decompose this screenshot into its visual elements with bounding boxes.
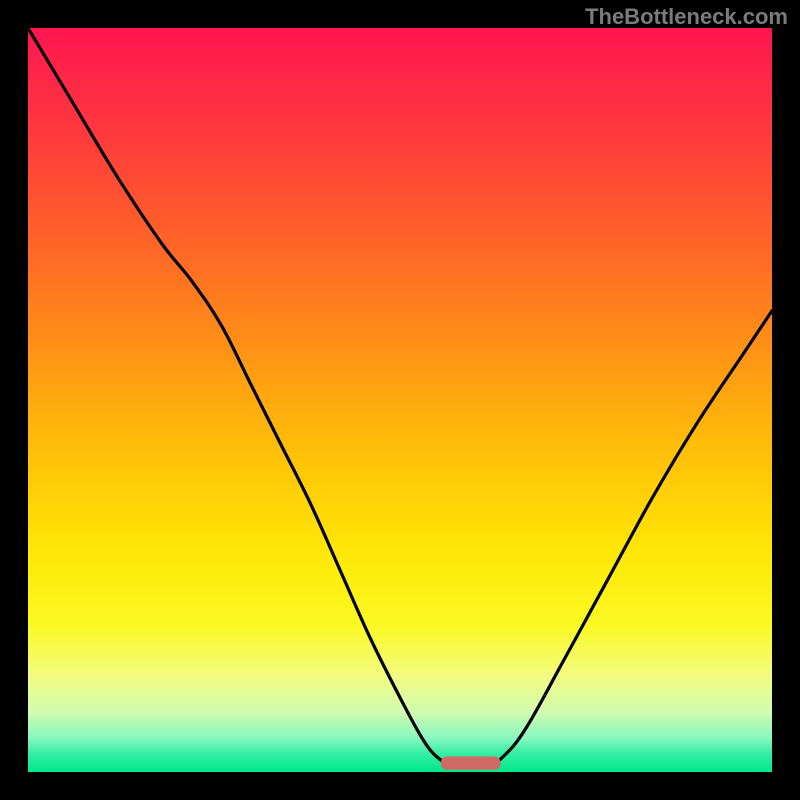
chart-background — [28, 28, 772, 772]
bottleneck-chart — [0, 0, 800, 800]
optimum-marker — [441, 756, 501, 769]
watermark-text: TheBottleneck.com — [585, 4, 788, 30]
chart-container: TheBottleneck.com — [0, 0, 800, 800]
